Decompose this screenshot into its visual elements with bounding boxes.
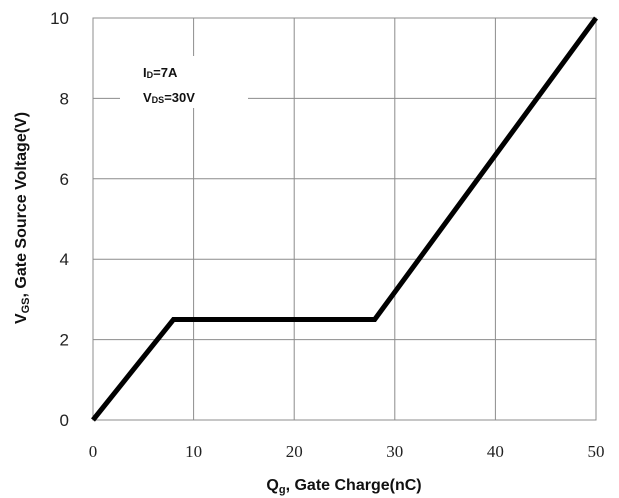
- annotation-vds: VDS=30V: [143, 90, 195, 105]
- x-tick-label: 50: [588, 442, 605, 461]
- annotation-id: ID=7A: [143, 65, 178, 80]
- annotation-box: ID=7A VDS=30V: [120, 56, 248, 108]
- y-tick-label: 8: [60, 89, 69, 108]
- y-tick-label: 6: [60, 170, 69, 189]
- x-tick-label: 30: [386, 442, 403, 461]
- tick-labels: 0 10 20 30 40 50 0 2 4 6 8 10: [50, 9, 604, 461]
- x-axis-label: Qg, Gate Charge(nC): [266, 477, 421, 496]
- y-tick-label: 0: [60, 411, 69, 430]
- annotation-background: [120, 56, 248, 108]
- x-tick-label: 10: [185, 442, 202, 461]
- x-tick-label: 0: [89, 442, 98, 461]
- x-tick-label: 40: [487, 442, 504, 461]
- y-axis-label: VGS, Gate Source Voltage(V): [13, 112, 32, 324]
- y-tick-label: 10: [50, 9, 69, 28]
- y-tick-label: 4: [60, 250, 69, 269]
- grid: [92, 17, 597, 421]
- series-line-vgs: [91, 16, 599, 422]
- y-tick-label: 2: [60, 331, 69, 350]
- x-tick-label: 20: [286, 442, 303, 461]
